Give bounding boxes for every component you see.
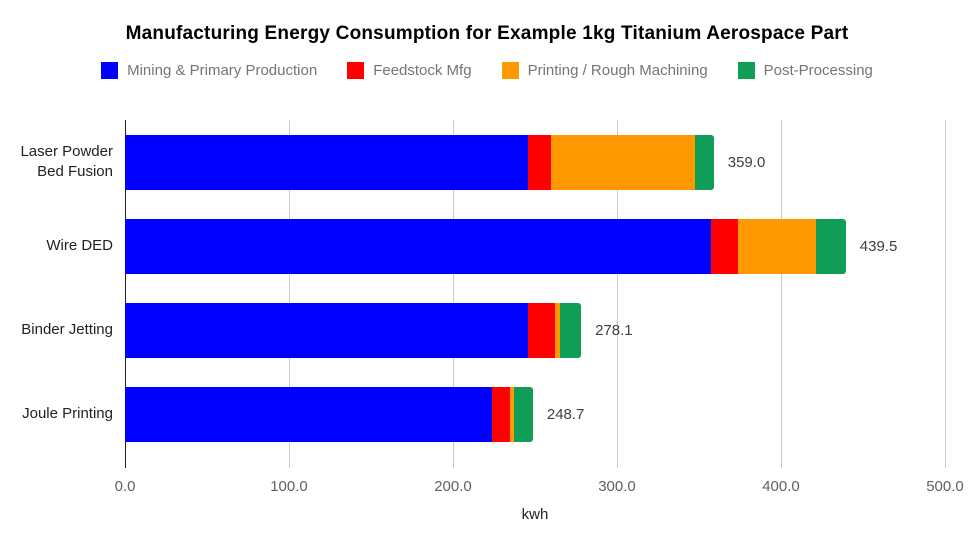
bar-segment-printing-rough-machining — [550, 134, 695, 190]
legend-item-mining-primary-production: Mining & Primary Production — [101, 62, 317, 79]
legend-item-post-processing: Post-Processing — [737, 62, 873, 79]
category-label-joule-printing: Joule Printing — [0, 387, 113, 442]
bar-segment-feedstock-mfg — [492, 386, 510, 442]
gridline — [453, 120, 454, 468]
chart-title: Manufacturing Energy Consumption for Exa… — [125, 23, 849, 44]
category-label-line: Laser Powder — [20, 143, 113, 160]
x-tick-label: 0.0 — [114, 478, 136, 495]
legend-item-printing-rough-machining: Printing / Rough Machining — [501, 62, 708, 79]
legend-swatch-icon — [737, 62, 755, 79]
category-label-line: Wire DED — [46, 237, 113, 254]
bar-segment-mining-primary-production — [125, 386, 493, 442]
gridline — [781, 120, 782, 468]
category-label-wire-ded: Wire DED — [0, 219, 113, 274]
category-label-laser-powder-bed-fusion: Laser Powder Bed Fusion — [0, 135, 113, 190]
bar-wire-ded — [125, 218, 846, 274]
legend-label: Printing / Rough Machining — [527, 62, 708, 79]
gridline — [289, 120, 290, 468]
legend: Mining & Primary Production Feedstock Mfg… — [0, 62, 974, 79]
gridline — [945, 120, 946, 468]
bar-binder-jetting — [125, 302, 582, 358]
bar-segment-printing-rough-machining — [509, 386, 515, 442]
x-tick-label: 200.0 — [434, 478, 472, 495]
legend-swatch-icon — [501, 62, 519, 79]
bar-segment-feedstock-mfg — [528, 302, 555, 358]
x-tick-label: 300.0 — [598, 478, 636, 495]
category-label-line: Binder Jetting — [21, 321, 113, 338]
legend-swatch-icon — [347, 62, 365, 79]
gridline — [617, 120, 618, 468]
bar-segment-printing-rough-machining — [554, 302, 560, 358]
bar-segment-post-processing — [514, 386, 533, 442]
bar-laser-powder-bed-fusion — [125, 134, 714, 190]
bar-segment-printing-rough-machining — [738, 218, 817, 274]
category-label-line: Bed Fusion — [37, 163, 113, 180]
bar-total-label: 359.0 — [727, 153, 766, 171]
bar-segment-mining-primary-production — [125, 134, 529, 190]
legend-label: Post-Processing — [763, 62, 873, 79]
x-axis-title: kwh — [521, 506, 549, 523]
zero-gridline — [125, 120, 126, 468]
bar-segment-post-processing — [816, 218, 846, 274]
bar-segment-feedstock-mfg — [711, 218, 739, 274]
legend-label: Feedstock Mfg — [373, 62, 472, 79]
x-tick-label: 400.0 — [762, 478, 800, 495]
bar-segment-feedstock-mfg — [528, 134, 551, 190]
legend-swatch-icon — [101, 62, 119, 79]
x-tick-label: 500.0 — [926, 478, 964, 495]
bar-segment-post-processing — [694, 134, 714, 190]
bar-joule-printing — [125, 386, 533, 442]
bar-segment-post-processing — [559, 302, 582, 358]
category-label-line: Joule Printing — [22, 405, 113, 422]
x-tick-label: 100.0 — [270, 478, 308, 495]
legend-item-feedstock-mfg: Feedstock Mfg — [347, 62, 472, 79]
bar-segment-mining-primary-production — [125, 218, 712, 274]
bar-total-label: 439.5 — [859, 237, 898, 255]
category-label-binder-jetting: Binder Jetting — [0, 303, 113, 358]
bar-total-label: 278.1 — [595, 321, 633, 339]
legend-label: Mining & Primary Production — [127, 62, 318, 79]
bar-segment-mining-primary-production — [125, 302, 529, 358]
bar-total-label: 248.7 — [546, 405, 585, 423]
